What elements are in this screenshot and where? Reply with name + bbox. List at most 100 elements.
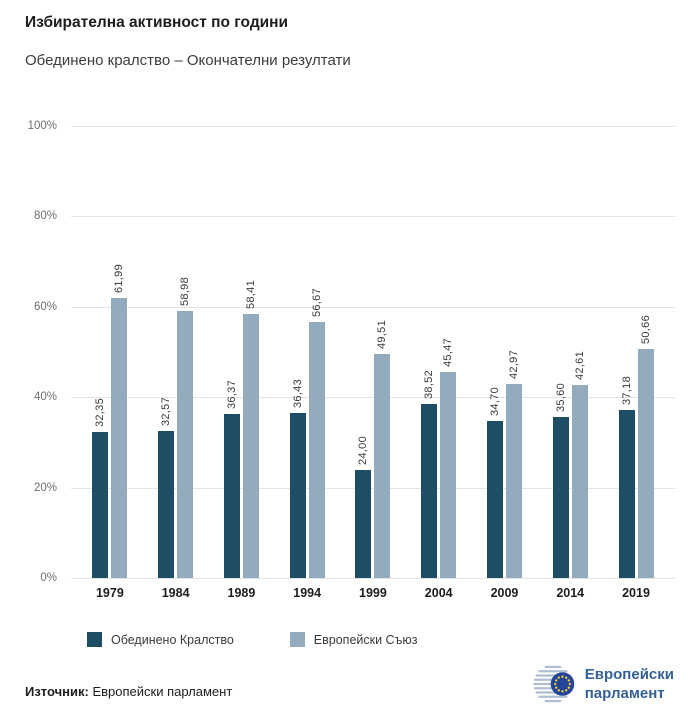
y-axis: 100% 80% 60% 40% 20% 0% <box>25 120 71 584</box>
y-tick-label: 0% <box>40 572 57 584</box>
y-tick-label: 100% <box>27 120 57 132</box>
bar-value-label: 58,98 <box>179 277 192 307</box>
bar-value-label: 38,52 <box>423 369 436 399</box>
x-axis-labels: 1979 1984 1989 1994 1999 2004 2009 2014 2019 <box>71 586 675 600</box>
bar-value-label: 24,00 <box>357 435 370 465</box>
gridline <box>71 216 675 218</box>
bar-group-1999: 24,00 49,51 <box>355 126 391 578</box>
bar-column: 45,47 <box>440 126 457 578</box>
bar-group-1994: 36,43 56,67 <box>289 126 325 578</box>
turnout-bar-chart: 100% 80% 60% 40% 20% 0% 32,35 61,99 32,57 58,98 3… <box>25 120 675 647</box>
bar-2019 <box>618 409 635 578</box>
gridline <box>71 487 675 489</box>
chart-plot-row: 100% 80% 60% 40% 20% 0% 32,35 61,99 32,57 58,98 3… <box>25 120 675 584</box>
x-tick-label: 1979 <box>95 586 124 600</box>
bar-value-label: 36,43 <box>291 379 304 409</box>
legend-item: Европейски Съюз <box>289 632 418 647</box>
bar-group-1979: 32,35 61,99 <box>92 126 128 578</box>
page-subtitle: Обединено кралство – Окончателни резулта… <box>25 52 351 69</box>
bar-group-1989: 36,37 58,41 <box>223 126 259 578</box>
bar-column: 36,43 <box>289 126 306 578</box>
bar-1979 <box>92 431 109 578</box>
bar-group-1984: 32,57 58,98 <box>158 126 194 578</box>
y-tick-label: 80% <box>33 210 57 223</box>
x-tick-label: 1999 <box>359 586 387 600</box>
ep-logo-line1: Европейски <box>584 666 674 683</box>
y-tick-label: 40% <box>33 391 57 404</box>
bar-group-2014: 35,60 42,61 <box>552 126 588 578</box>
bar-column: 58,98 <box>177 126 194 578</box>
legend-swatch <box>289 632 305 647</box>
bar-2009 <box>486 421 503 578</box>
gridline <box>71 306 675 308</box>
y-tick-label: 20% <box>33 481 57 494</box>
bar-column: 32,57 <box>158 126 175 578</box>
bar-column: 37,18 <box>618 126 635 578</box>
x-tick-label: 1984 <box>161 586 190 600</box>
gridline <box>71 397 675 399</box>
bar-groups-row: 32,35 61,99 32,57 58,98 36,37 58,41 36,43 56,67… <box>71 126 675 578</box>
bar-column: 50,66 <box>637 126 654 578</box>
bar-column: 61,99 <box>111 126 128 578</box>
ep-logo-line2: парламент <box>584 685 665 702</box>
bar-column: 38,52 <box>421 126 438 578</box>
bar-value-label: 45,47 <box>442 338 455 368</box>
source-line: Източник: Европейски парламент <box>25 684 232 699</box>
bar-column: 35,60 <box>552 126 569 578</box>
bar-1984 <box>177 311 194 578</box>
bar-value-label: 34,70 <box>488 387 501 417</box>
gridline <box>71 126 675 127</box>
bar-value-label: 50,66 <box>639 315 652 345</box>
source-label: Източник: <box>25 684 89 699</box>
bar-2004 <box>440 372 457 578</box>
bar-value-label: 42,97 <box>507 349 520 379</box>
bar-1989 <box>242 314 259 578</box>
bar-1994 <box>289 413 306 578</box>
bar-value-label: 61,99 <box>113 263 126 293</box>
bar-column: 42,97 <box>505 126 522 578</box>
legend-label: Европейски Съюз <box>313 632 418 647</box>
bar-1979 <box>111 297 128 578</box>
european-parliament-logo: Европейски парламент <box>529 660 674 708</box>
bar-column: 24,00 <box>355 126 372 578</box>
eu-stars-icon <box>553 675 571 693</box>
bar-column: 32,35 <box>92 126 109 578</box>
bar-column: 34,70 <box>486 126 503 578</box>
x-tick-label: 2009 <box>490 586 519 600</box>
eu-flag-circle-icon <box>550 672 575 696</box>
source-value: Европейски парламент <box>92 684 233 699</box>
legend-swatch <box>87 632 102 647</box>
ep-logo-text: Европейски парламент <box>585 665 674 703</box>
x-tick-label: 2019 <box>622 586 650 600</box>
bar-value-label: 37,18 <box>620 375 633 405</box>
x-tick-label: 2014 <box>556 586 585 600</box>
bar-value-label: 35,60 <box>554 383 567 413</box>
legend-label: Обединено Кралство <box>111 632 234 647</box>
bar-group-2004: 38,52 45,47 <box>421 126 457 578</box>
gridline <box>71 578 675 579</box>
ep-logo-emblem-icon <box>533 665 575 703</box>
bar-1984 <box>158 430 175 578</box>
bar-2004 <box>421 403 438 578</box>
bar-value-label: 56,67 <box>310 287 323 317</box>
bar-column: 56,67 <box>308 126 325 578</box>
x-tick-label: 2004 <box>424 586 453 600</box>
bar-2014 <box>571 385 588 578</box>
x-tick-label: 1989 <box>227 586 256 600</box>
bar-1994 <box>308 321 325 578</box>
x-tick-label: 1994 <box>293 586 322 600</box>
y-tick-label: 60% <box>33 300 57 313</box>
bar-column: 58,41 <box>242 126 259 578</box>
bar-value-label: 42,61 <box>573 351 586 381</box>
bar-1989 <box>223 413 240 578</box>
bar-2014 <box>552 417 569 578</box>
bar-column: 36,37 <box>223 126 240 578</box>
bar-column: 49,51 <box>374 126 391 578</box>
bar-value-label: 32,57 <box>160 396 173 426</box>
bar-group-2009: 34,70 42,97 <box>486 126 522 578</box>
bar-value-label: 49,51 <box>376 320 389 350</box>
bar-group-2019: 37,18 50,66 <box>618 126 654 578</box>
bar-1999 <box>374 354 391 578</box>
bar-1999 <box>355 469 372 578</box>
